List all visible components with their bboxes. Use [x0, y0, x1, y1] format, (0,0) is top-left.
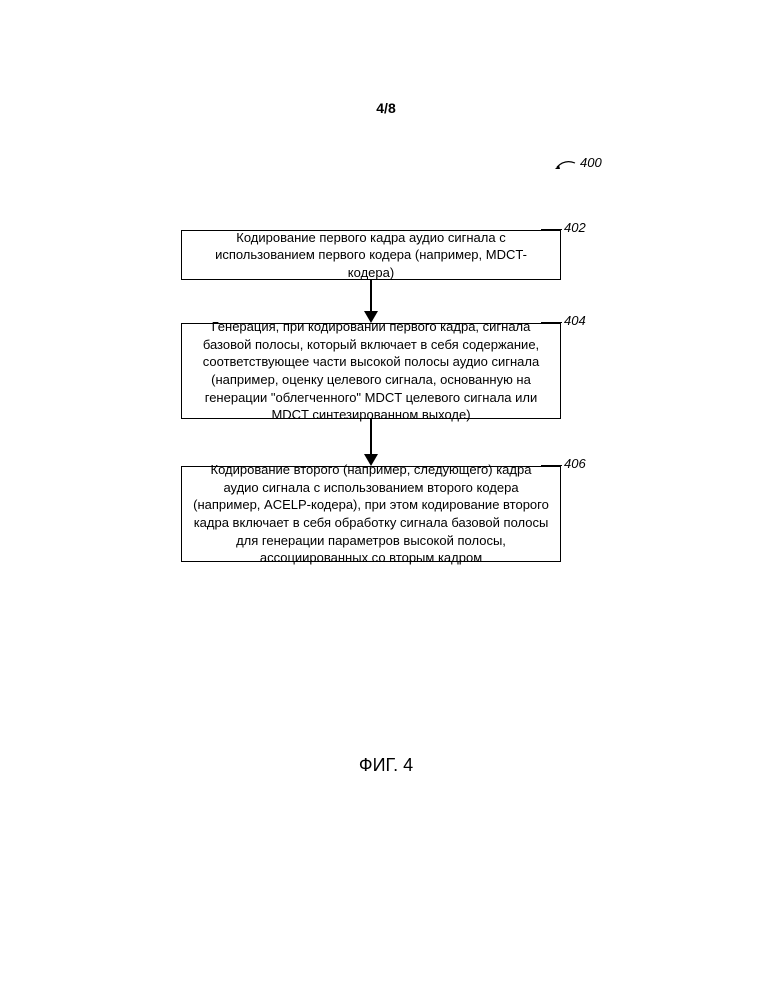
page-number: 4/8 — [376, 100, 395, 116]
arrow-line — [370, 280, 372, 311]
node-text: Генерация, при кодировании первого кадра… — [192, 318, 550, 423]
flowchart-node: Генерация, при кодировании первого кадра… — [181, 323, 561, 419]
node-reference-label: 402 — [564, 220, 586, 235]
flowchart-node: Кодирование первого кадра аудио сигнала … — [181, 230, 561, 280]
arrow-connector — [364, 419, 378, 466]
flowchart-node: Кодирование второго (например, следующег… — [181, 466, 561, 562]
curved-arrow-icon — [555, 157, 577, 169]
figure-caption: ФИГ. 4 — [359, 755, 413, 776]
node-reference-label: 404 — [564, 313, 586, 328]
diagram-reference-label: 400 — [580, 155, 602, 170]
arrow-connector — [364, 280, 378, 323]
node-reference-label: 406 — [564, 456, 586, 471]
node-text: Кодирование второго (например, следующег… — [192, 461, 550, 566]
node-text: Кодирование первого кадра аудио сигнала … — [192, 229, 550, 282]
arrow-line — [370, 419, 372, 454]
